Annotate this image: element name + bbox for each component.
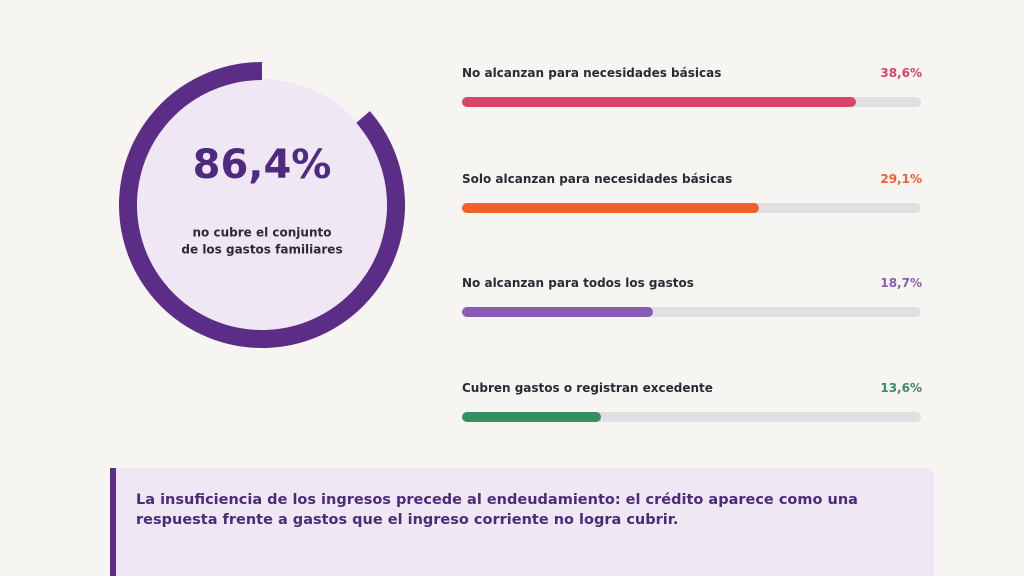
value-label: 13,6%: [880, 381, 922, 395]
value-label: 38,6%: [880, 66, 922, 80]
value-label: 29,1%: [880, 172, 922, 186]
bar-track: [462, 203, 921, 213]
bar: [462, 203, 759, 213]
bar-label: No alcanzan para necesidades básicas: [462, 66, 722, 80]
donut-value-label: 86,4%: [193, 142, 332, 188]
bar-track: [462, 307, 921, 317]
bar: [462, 412, 601, 422]
callout: La insuficiencia de los ingresos precede…: [110, 468, 934, 576]
bar-label: Cubren gastos o registran excedente: [462, 381, 713, 395]
callout-text: La insuficiencia de los ingresos precede…: [136, 492, 858, 508]
value-label: 18,7%: [880, 276, 922, 290]
bar-track: [462, 412, 921, 422]
donut-subtitle: no cubre el conjunto: [193, 226, 332, 240]
donut-inner: [136, 79, 388, 331]
bar-label: No alcanzan para todos los gastos: [462, 276, 694, 290]
callout-text: respuesta frente a gastos que el ingreso…: [136, 512, 679, 528]
bar: [462, 97, 856, 107]
bar: [462, 307, 653, 317]
bar-track: [462, 97, 921, 107]
bar-label: Solo alcanzan para necesidades básicas: [462, 172, 733, 186]
donut-arc: [119, 62, 405, 348]
donut-subtitle: de los gastos familiares: [181, 243, 342, 257]
